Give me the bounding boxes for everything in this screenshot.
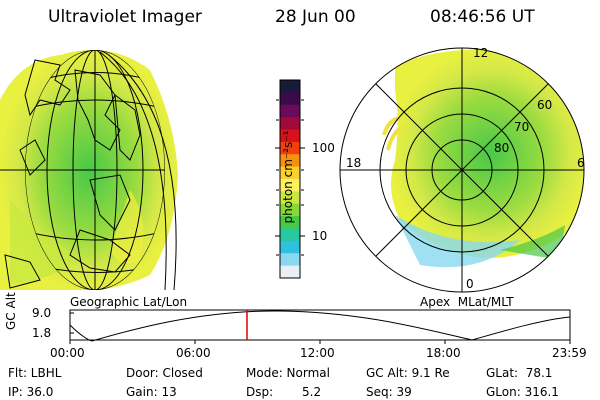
dsp-value: 5.2 xyxy=(302,385,322,399)
timeline-xtick-2359: 23:59 xyxy=(552,346,587,360)
colorbar-ticks xyxy=(275,99,305,256)
altitude-curve xyxy=(69,310,571,342)
colorbar-segment xyxy=(280,216,300,229)
polar-grid xyxy=(339,47,585,293)
colorbar-segment xyxy=(280,240,300,254)
observation-date: 28 Jun 00 xyxy=(275,7,356,27)
mlat-label-70: 70 xyxy=(514,120,530,134)
colorbar-segment xyxy=(280,265,300,279)
left-map-caption: Geographic Lat/Lon xyxy=(70,295,188,309)
colorbar-tick-10: 10 xyxy=(312,229,328,243)
sequence-number: Seq: 39 xyxy=(366,385,412,399)
geo-latitude: GLat: 78.1 xyxy=(486,366,553,380)
geo-longitude: GLon: 316.1 xyxy=(486,385,559,399)
colorbar-segment xyxy=(280,191,300,205)
mlt-label-6: 6 xyxy=(577,156,585,170)
instrument-title: Ultraviolet Imager xyxy=(48,7,202,27)
mlt-label-18: 18 xyxy=(346,156,362,170)
timeline-xtick-1800: 18:00 xyxy=(426,346,461,360)
timeline-ytick-high: 9.0 xyxy=(32,306,52,320)
latlon-grid xyxy=(25,50,165,290)
colorbar-segment xyxy=(280,253,300,267)
timeline-xtick-0000: 00:00 xyxy=(50,346,85,360)
timeline-ytick-low: 1.8 xyxy=(32,326,52,340)
colorbar-segment xyxy=(280,179,300,192)
timeline-xtick-1200: 12:00 xyxy=(300,346,335,360)
colorbar-segment xyxy=(280,154,300,168)
polar-map xyxy=(339,47,585,293)
mode-status: Mode: Normal xyxy=(246,366,330,380)
colorbar-segment xyxy=(280,129,300,143)
geographic-map xyxy=(0,50,178,290)
timeline-xtick-0600: 06:00 xyxy=(176,346,211,360)
observation-time: 08:46:56 UT xyxy=(430,7,535,27)
coastline-outlines xyxy=(4,59,141,289)
colorbar-segment xyxy=(280,141,300,155)
colorbar-tick-100: 100 xyxy=(312,141,335,155)
ip-value: IP: 36.0 xyxy=(8,385,54,399)
colorbar-segment xyxy=(280,92,300,106)
gain-value: Gain: 13 xyxy=(126,385,177,399)
auroral-oval xyxy=(391,49,584,259)
right-map-caption: Apex MLat/MLT xyxy=(420,295,514,309)
colorbar-segment xyxy=(280,117,300,130)
colorbar-segment xyxy=(280,104,300,118)
mlt-label-12: 12 xyxy=(473,46,489,60)
colorbar-segment xyxy=(280,80,300,93)
timeline-axis-label: GC Alt xyxy=(4,292,18,330)
colorbar-unit-label: photon cm⁻²s⁻¹ xyxy=(281,130,295,224)
door-status: Door: Closed xyxy=(126,366,203,380)
colorbar-frame xyxy=(279,79,301,279)
colorbar xyxy=(279,79,301,279)
dsp-label: Dsp: xyxy=(246,385,274,399)
earth-limb-arc xyxy=(99,51,167,290)
mlat-label-60: 60 xyxy=(537,98,553,112)
colorbar-segment xyxy=(280,166,300,180)
gc-altitude: GC Alt: 9.1 Re xyxy=(366,366,450,380)
colorbar-segment xyxy=(280,203,300,217)
colorbar-segment xyxy=(280,228,300,242)
filter-status: Flt: LBHL xyxy=(8,366,62,380)
timeline-ticks xyxy=(69,312,571,344)
altitude-timeline xyxy=(69,309,571,344)
mlt-label-0: 0 xyxy=(466,277,474,291)
mlat-label-80: 80 xyxy=(494,141,510,155)
